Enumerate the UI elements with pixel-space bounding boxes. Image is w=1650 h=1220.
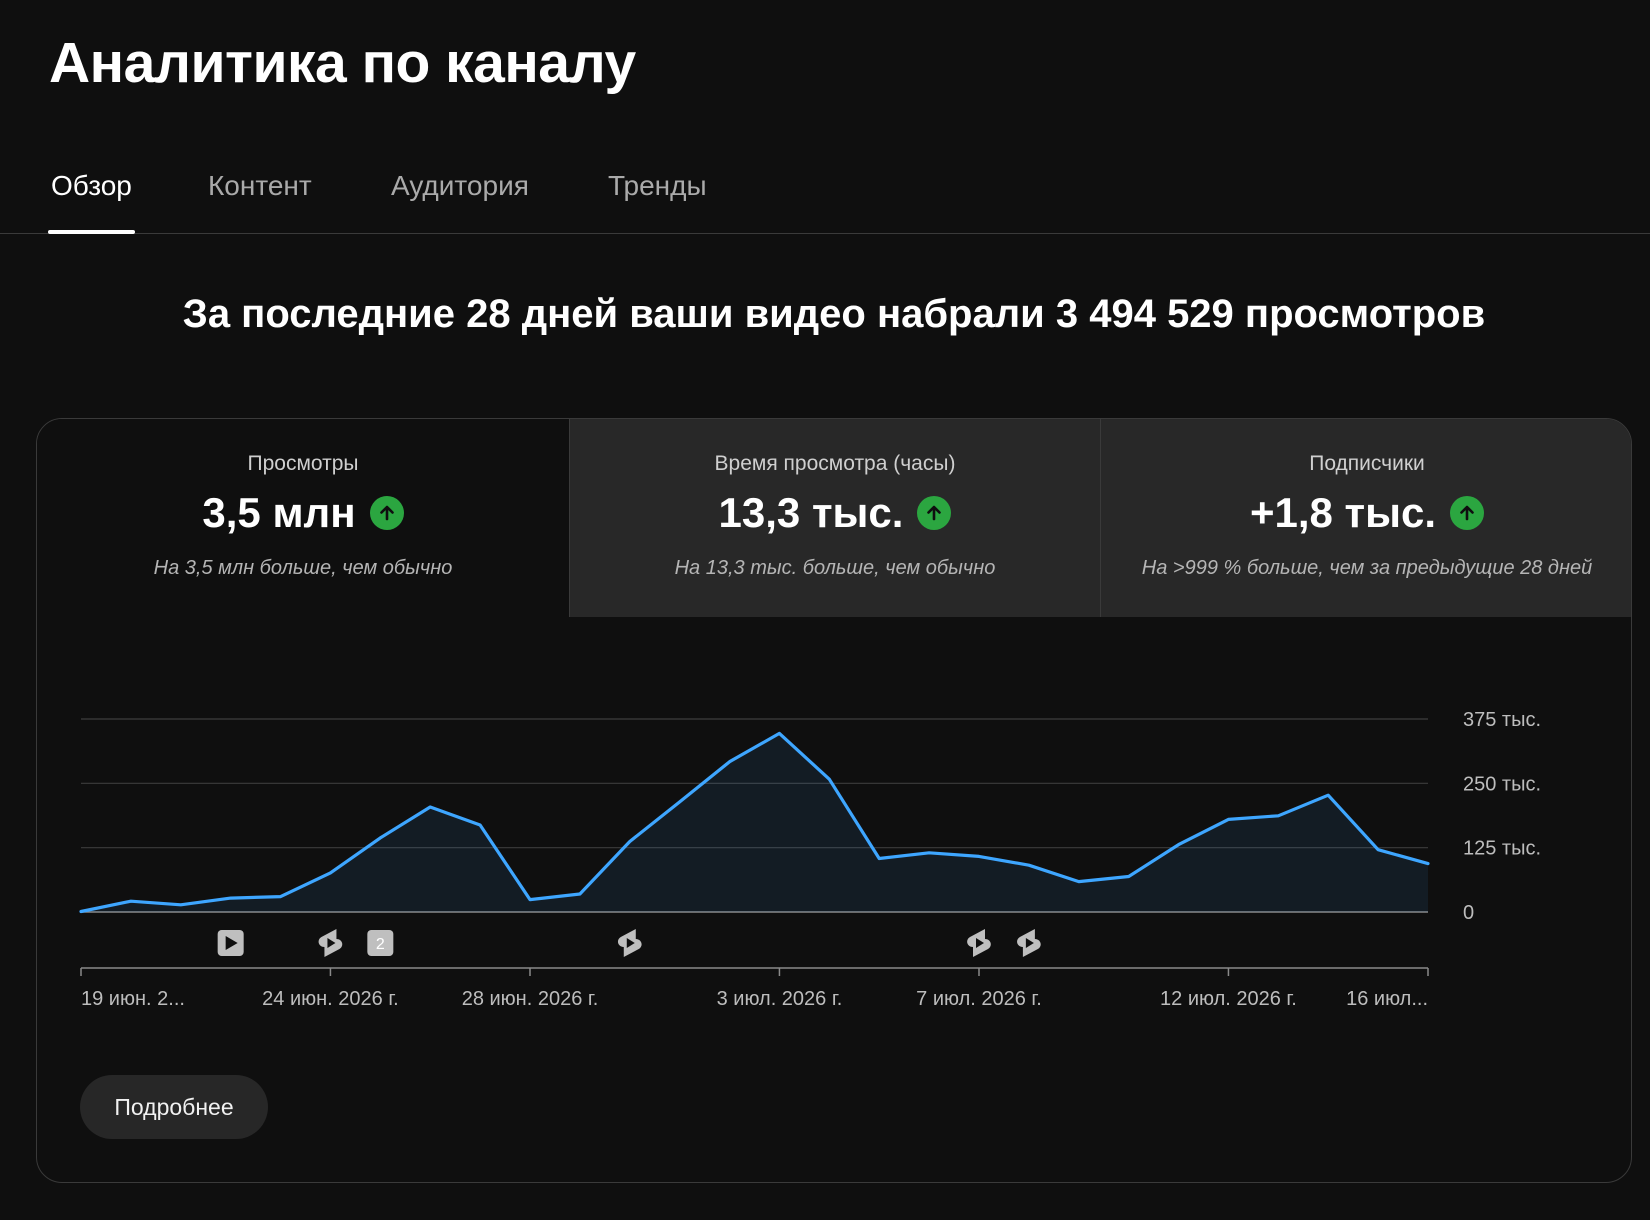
data-point	[325, 868, 335, 878]
page-title: Аналитика по каналу	[49, 31, 636, 95]
data-point	[1223, 814, 1233, 824]
metric-value: 13,3 тыс.	[718, 489, 904, 536]
data-point	[1373, 845, 1383, 855]
overview-card: Просмотры 3,5 млн На 3,5 млн больше, чем…	[36, 418, 1632, 1183]
data-point	[575, 889, 585, 899]
shorts-icon[interactable]	[1017, 929, 1041, 957]
metric-tab-subscribers[interactable]: Подписчики +1,8 тыс. На >999 % больше, ч…	[1100, 419, 1631, 617]
data-point	[1174, 840, 1184, 850]
metric-value: +1,8 тыс.	[1249, 489, 1437, 536]
tab-overview[interactable]: Обзор	[48, 170, 135, 234]
data-point	[475, 820, 485, 830]
data-point	[924, 848, 934, 858]
tab-audience[interactable]: Аудитория	[391, 170, 529, 201]
data-point	[226, 893, 236, 903]
metric-tab-watch-time[interactable]: Время просмотра (часы) 13,3 тыс. На 13,3…	[569, 419, 1100, 617]
metric-note: На >999 % больше, чем за предыдущие 28 д…	[1141, 557, 1593, 579]
views-area	[81, 733, 1428, 912]
x-tick-label: 12 июл. 2026 г.	[1160, 988, 1297, 1010]
x-tick-label: 28 июн. 2026 г.	[462, 988, 599, 1010]
data-point	[525, 895, 535, 905]
data-point	[874, 853, 884, 863]
metric-label: Подписчики	[1309, 452, 1425, 475]
data-point	[675, 797, 685, 807]
arrow-up-icon	[917, 496, 952, 530]
y-tick-label: 375 тыс.	[1463, 709, 1541, 731]
y-tick-label: 250 тыс.	[1463, 773, 1541, 795]
data-point	[1323, 790, 1333, 800]
summary-headline: За последние 28 дней ваши видео набрали …	[182, 292, 1486, 336]
metric-value: 3,5 млн	[202, 489, 356, 536]
data-point	[176, 900, 186, 910]
x-tick-label: 7 июл. 2026 г.	[916, 988, 1042, 1010]
data-point	[126, 896, 136, 906]
shorts-icon[interactable]	[967, 929, 991, 957]
more-details-button[interactable]: Подробнее	[80, 1075, 268, 1139]
metric-note: На 3,5 млн больше, чем обычно	[153, 557, 453, 579]
data-point	[625, 836, 635, 846]
metric-note: На 13,3 тыс. больше, чем обычно	[674, 557, 996, 579]
y-tick-label: 0	[1463, 902, 1474, 924]
count-badge-label: 2	[376, 936, 385, 953]
data-point	[974, 851, 984, 861]
data-point	[1124, 871, 1134, 881]
data-point	[1423, 859, 1433, 869]
data-point	[1273, 811, 1283, 821]
tab-bar: Обзор Контент Аудитория Тренды	[0, 150, 1650, 234]
x-tick-label: 16 июл...	[1346, 988, 1428, 1010]
data-point	[774, 728, 784, 738]
views-chart[interactable]: 0 125 тыс. 250 тыс. 375 тыс. 2 19 июн. 2... 24…	[37, 419, 1632, 1183]
video-icon[interactable]	[217, 930, 244, 956]
shorts-icon[interactable]	[318, 929, 343, 957]
x-tick-label: 3 июл. 2026 г.	[717, 988, 843, 1010]
data-point	[1074, 877, 1084, 887]
y-tick-label: 125 тыс.	[1463, 838, 1541, 860]
data-point	[276, 892, 286, 902]
data-point	[1024, 860, 1034, 870]
metric-label: Время просмотра (часы)	[714, 452, 956, 475]
shorts-icon[interactable]	[617, 929, 642, 957]
data-point	[76, 906, 86, 916]
tab-trends[interactable]: Тренды	[608, 170, 707, 201]
arrow-up-icon	[369, 496, 404, 530]
data-point	[375, 833, 385, 843]
x-tick-label: 19 июн. 2...	[81, 988, 185, 1010]
data-point	[725, 757, 735, 767]
data-point	[824, 774, 834, 784]
metric-label: Просмотры	[247, 452, 359, 475]
x-tick-label: 24 июн. 2026 г.	[262, 988, 399, 1010]
tab-content[interactable]: Контент	[208, 170, 312, 201]
arrow-up-icon	[1450, 496, 1485, 530]
count-badge[interactable]: 2	[367, 930, 394, 956]
views-series-line	[79, 731, 1430, 914]
data-point	[425, 802, 435, 812]
metric-tab-views[interactable]: Просмотры 3,5 млн На 3,5 млн больше, чем…	[37, 419, 569, 617]
